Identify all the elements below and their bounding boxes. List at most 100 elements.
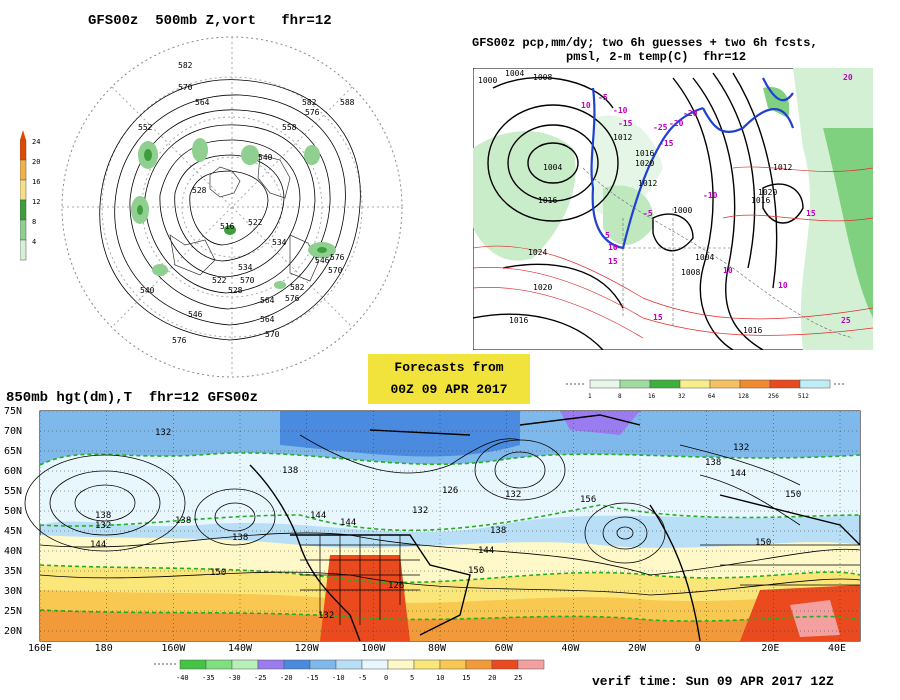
- vort-legend-cell: [19, 239, 27, 261]
- vort-legend-label: 24: [32, 138, 40, 146]
- lon-label: 100W: [361, 643, 386, 653]
- height-label: 150: [785, 490, 801, 500]
- polar-500mb-map: 582 570 564 588 582 576 552 558 540 528 …: [61, 36, 403, 378]
- temp-legend-cell: [517, 659, 545, 670]
- lat-label: 20N: [4, 626, 22, 637]
- height-label: 144: [478, 546, 494, 556]
- temp-label: 15: [806, 209, 816, 218]
- contour-label: 576: [305, 108, 320, 117]
- lat-label: 45N: [4, 526, 22, 537]
- temp-label: -5: [643, 209, 653, 218]
- contour-label: 570: [265, 330, 280, 339]
- height-label: 132: [733, 443, 749, 453]
- pressure-label: 1004: [543, 163, 562, 172]
- height-label: 144: [310, 511, 326, 521]
- lon-label: 0: [695, 643, 701, 653]
- lon-label: 20W: [628, 643, 647, 653]
- vort-legend: 24 20 16 12 8 4: [19, 130, 50, 265]
- lat-label: 30N: [4, 586, 22, 597]
- lon-label: 180: [95, 643, 113, 653]
- vort-legend-label: 12: [32, 198, 40, 206]
- temp-label: 15: [608, 257, 618, 266]
- height-label: 138: [232, 533, 248, 543]
- temp-legend-cell: [439, 659, 467, 670]
- forecast-info-box: Forecasts from 00Z 09 APR 2017: [368, 354, 530, 404]
- temp-label: 10: [581, 101, 591, 110]
- pressure-label: 1020: [758, 188, 777, 197]
- height-label: 126: [442, 486, 458, 496]
- precip-pmsl-map: 1004 1008 1000 1004 1012 1016 1020 1012 …: [473, 68, 873, 350]
- temp-legend-cell: [335, 659, 363, 670]
- temperature-legend: -40 -35 -30 -25 -20 -15 -10 -5 0 5 10 15 20 25: [154, 659, 545, 682]
- temp-label: 25: [841, 316, 851, 325]
- precip-legend-label: 64: [708, 393, 716, 400]
- temp-legend-label: -25: [254, 674, 267, 682]
- contour-label: 564: [260, 296, 275, 305]
- pressure-label: 1012: [613, 133, 632, 142]
- lat-label: 60N: [4, 466, 22, 477]
- temp-legend-label: 10: [436, 674, 444, 682]
- pressure-label: 1016: [538, 196, 557, 205]
- temp-legend-cell: [205, 659, 233, 670]
- temp-legend-cell: [387, 659, 415, 670]
- pressure-label: 1008: [681, 268, 700, 277]
- lon-label: 20E: [761, 643, 779, 653]
- temp-label: -10: [613, 106, 628, 115]
- temp-legend-cell: [465, 659, 493, 670]
- temp-legend-label: 15: [462, 674, 470, 682]
- precip-legend-cell: [619, 379, 651, 389]
- vort-legend-label: 8: [32, 218, 36, 226]
- pressure-label: 1016: [743, 326, 762, 335]
- contour-label: 570: [240, 276, 255, 285]
- lat-label: 55N: [4, 486, 22, 497]
- lon-label: 160E: [28, 643, 52, 653]
- temp-legend-cell: [179, 659, 207, 670]
- contour-label: 564: [195, 98, 210, 107]
- precip-legend-label: 32: [678, 393, 686, 400]
- contour-label: 534: [238, 263, 253, 272]
- precip-legend-cell: [709, 379, 741, 389]
- contour-label: 570: [328, 266, 343, 275]
- forecast-line1: Forecasts from: [394, 360, 504, 375]
- temp-label: 10: [608, 243, 618, 252]
- vort-legend-cell: [19, 139, 27, 161]
- precip-legend-label: 8: [618, 393, 622, 400]
- temp-label: 10: [723, 266, 733, 275]
- contour-label: 570: [178, 83, 193, 92]
- temp-legend-label: -30: [228, 674, 241, 682]
- contour-label: 546: [315, 256, 330, 265]
- precip-legend-label: 256: [768, 393, 779, 400]
- pressure-label: 1004: [505, 69, 524, 78]
- panel-pcp-title-line2: pmsl, 2-m temp(C) fhr=12: [566, 50, 747, 64]
- pressure-label: 1000: [673, 206, 692, 215]
- contour-label: 582: [178, 61, 193, 70]
- temp-legend-label: -35: [202, 674, 215, 682]
- temp-legend-label: 0: [384, 674, 388, 682]
- lon-label: 140W: [228, 643, 253, 653]
- height-label: 132: [95, 521, 111, 531]
- temp-legend-cell: [257, 659, 285, 670]
- precip-legend-label: 512: [798, 393, 809, 400]
- temp-label: -25: [653, 123, 668, 132]
- precip-legend-cell: [679, 379, 711, 389]
- pressure-label: 1016: [509, 316, 528, 325]
- contour-label: 582: [302, 98, 317, 107]
- contour-label: 546: [188, 310, 203, 319]
- height-label: 144: [730, 469, 746, 479]
- contour-label: 516: [220, 222, 235, 231]
- vort-legend-label: 16: [32, 178, 40, 186]
- precip-legend-label: 1: [588, 393, 592, 400]
- contour-label: 558: [282, 123, 297, 132]
- height-label: 138: [175, 516, 191, 526]
- lon-label: 40W: [561, 643, 580, 653]
- contour-label: 552: [138, 123, 153, 132]
- temp-label: 20: [843, 73, 853, 82]
- temp-legend-cell: [361, 659, 389, 670]
- height-label: 144: [340, 518, 356, 528]
- height-label: 126: [388, 581, 404, 591]
- verif-time: verif time: Sun 09 APR 2017 12Z: [592, 674, 834, 689]
- mercator-850mb-map: 75N 70N 65N 60N 55N 50N 45N 40N 35N 30N 25N 20N 160…: [4, 406, 861, 653]
- panel-500mb-title: GFS00z 500mb Z,vort fhr=12: [88, 13, 332, 29]
- lat-label: 75N: [4, 406, 22, 417]
- contour-label: 522: [212, 276, 227, 285]
